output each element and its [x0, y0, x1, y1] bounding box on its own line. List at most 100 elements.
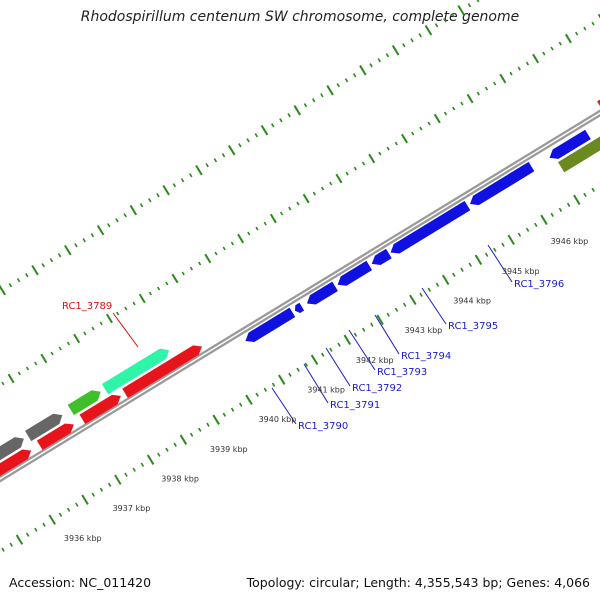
scale-tick [132, 301, 136, 306]
scale-tick [115, 218, 119, 223]
scale-tick [16, 278, 21, 283]
scale-tick [99, 487, 104, 492]
scale-tick [361, 161, 366, 166]
accession-text: Accession: NC_011420 [9, 575, 152, 590]
scale-tick [460, 101, 464, 106]
scale-tick [148, 198, 152, 203]
scale-tick [499, 73, 507, 84]
scale-tick [25, 273, 29, 278]
scale-tick [263, 387, 268, 392]
scale-tick [484, 86, 489, 91]
scale-tick [542, 51, 546, 56]
scale-tick [320, 93, 324, 98]
scale-tick [517, 66, 521, 71]
scale-tick [41, 263, 45, 268]
gene-arrow [371, 248, 392, 265]
scale-tick [460, 267, 464, 272]
gene-arrow [245, 307, 296, 343]
scale-tick [343, 334, 352, 345]
scale-tick [189, 432, 194, 437]
scale-tick [303, 103, 308, 108]
label-leaders [112, 244, 513, 425]
scale-tick [1, 547, 5, 552]
scale-tick [476, 0, 480, 3]
scale-tick [377, 58, 381, 63]
scale-tick [189, 173, 193, 178]
scale-tick [532, 53, 540, 64]
scale-label: 3944 kbp [453, 296, 491, 305]
scale-tick [344, 78, 349, 83]
scale-tick [165, 281, 169, 286]
scale-tick [293, 105, 302, 116]
scale-tick [237, 233, 245, 244]
scale-tick [369, 63, 373, 68]
scale-tick [140, 462, 145, 467]
scale-tick [493, 247, 497, 252]
scale-tick [228, 145, 236, 156]
scale-tick [329, 181, 333, 186]
scale-tick [419, 292, 423, 297]
scale-tick [124, 306, 128, 311]
scale-tick [337, 342, 341, 347]
scale-tick [172, 183, 177, 188]
map-title: Rhodospirillum centenum SW chromosome, c… [80, 9, 520, 25]
scale-tick [566, 202, 571, 207]
gene-arrow [337, 260, 373, 286]
scale-tick [107, 482, 112, 487]
scale-label: 3942 kbp [356, 356, 394, 365]
scale-tick [279, 118, 283, 123]
scale-tick [361, 327, 366, 332]
scale-tick [474, 254, 483, 266]
scale-tick [270, 123, 275, 128]
scale-tick [558, 41, 562, 46]
scale-tick [540, 214, 548, 226]
scale-tick [214, 251, 218, 256]
scale-tick [74, 243, 78, 248]
scale-tick [427, 287, 431, 292]
gene-arrow [0, 437, 24, 461]
scale-tick [255, 226, 259, 231]
scale-tick [189, 266, 194, 271]
scale-tick [81, 494, 89, 505]
scale-tick [179, 434, 188, 445]
scale-tick [9, 542, 13, 547]
scale-tick [165, 447, 169, 452]
scale-tick [25, 366, 30, 371]
scale-tick [320, 352, 325, 357]
scale-tick [124, 472, 128, 477]
scale-tick [181, 271, 185, 276]
scale-label: 3937 kbp [113, 504, 151, 513]
scale-tick [385, 53, 390, 58]
gene-arrow [390, 200, 471, 254]
scale-tick [507, 234, 515, 246]
scale-tick [206, 422, 210, 427]
gene-label-leader [303, 363, 329, 404]
gene-arrow [101, 348, 170, 395]
scale-tick [329, 347, 333, 352]
scale-tick [7, 373, 15, 384]
scale-tick [359, 65, 367, 76]
scale-tick [304, 362, 309, 367]
scale-tick [162, 185, 170, 196]
scale-tick [222, 412, 227, 417]
scale-tick [263, 221, 267, 226]
scale-tick [57, 253, 62, 258]
scale-tick [213, 158, 218, 163]
scale-tick [525, 227, 530, 232]
gene-arrow [306, 281, 338, 305]
gene-arrow [558, 136, 600, 173]
scale-tick [91, 326, 95, 331]
scale-tick [550, 212, 554, 217]
scale-tick [157, 286, 161, 291]
gene-arrow [79, 394, 121, 425]
scale-tick [391, 45, 400, 56]
scale-tick [424, 25, 433, 36]
scale-tick [386, 146, 390, 151]
gene-label-leader [271, 387, 297, 425]
scale-tick [564, 33, 572, 44]
scale-tick [443, 18, 447, 23]
scale-tick [90, 233, 95, 238]
scale-tick [138, 293, 146, 304]
scale-tick [525, 61, 530, 66]
